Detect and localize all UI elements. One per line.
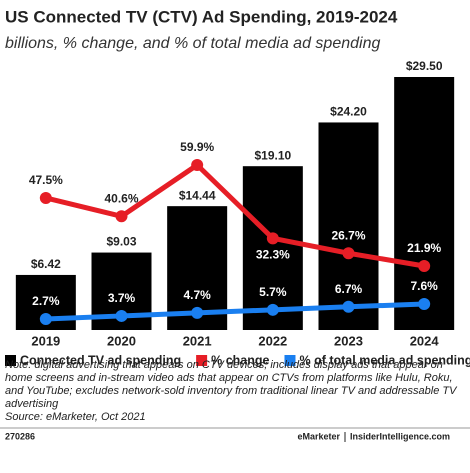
bar (242, 166, 303, 330)
point (115, 309, 128, 322)
line-value-label: 26.7% (331, 228, 365, 242)
line-value-label: 6.7% (335, 282, 363, 296)
bar-value-label: $14.44 (179, 188, 216, 202)
line-value-label: 47.5% (29, 173, 63, 187)
chart-title: US Connected TV (CTV) Ad Spending, 2019-… (5, 7, 398, 26)
x-tick-label: 2019 (31, 333, 60, 348)
bar-value-label: $29.50 (406, 59, 443, 73)
point (342, 247, 355, 260)
bar (318, 122, 379, 330)
x-tick-label: 2021 (183, 333, 212, 348)
line-value-label: 5.7% (259, 285, 287, 299)
bar-value-label: $9.03 (106, 235, 136, 249)
point (39, 191, 52, 204)
legend-label: Connected TV ad spending (20, 353, 181, 367)
point (39, 313, 52, 325)
legend-label: % change (211, 353, 269, 367)
point (191, 306, 204, 319)
legend-label: % of total media ad spending (299, 353, 470, 367)
point (191, 159, 204, 171)
bar-value-label: $24.20 (330, 105, 367, 119)
chart-id: 270286 (5, 431, 35, 441)
line-value-label: 3.7% (108, 291, 136, 305)
x-tick-label: 2022 (258, 333, 287, 348)
point (266, 303, 279, 316)
point (115, 210, 128, 223)
note: Note: digital advertising that appears o… (5, 359, 457, 410)
legend-swatch (5, 355, 16, 366)
bar-value-label: $6.42 (31, 257, 61, 271)
legend-swatch (196, 355, 208, 366)
line-value-label: 2.7% (32, 294, 60, 308)
x-tick-label: 2023 (334, 333, 363, 348)
x-tick-label: 2020 (107, 333, 136, 348)
line-value-label: 40.6% (104, 191, 138, 205)
line (45, 162, 425, 269)
line (45, 301, 425, 322)
line-value-label: 7.6% (410, 279, 438, 293)
point (418, 298, 431, 310)
notes: Note: digital advertising that appears o… (5, 359, 467, 424)
brand: eMarketer (297, 431, 340, 441)
line-value-label: 4.7% (183, 288, 211, 302)
line-value-label: 32.3% (256, 248, 290, 262)
x-tick-label: 2024 (410, 333, 440, 348)
chart-subtitle: billions, % change, and % of total media… (5, 35, 380, 52)
line-value-label: 21.9% (407, 241, 441, 255)
bar (394, 77, 455, 330)
source: Source: eMarketer, Oct 2021 (5, 411, 146, 423)
point (342, 300, 355, 313)
point (266, 232, 279, 245)
line-value-label: 59.9% (180, 140, 214, 154)
site: InsiderIntelligence.com (350, 431, 450, 441)
legend-swatch (284, 355, 296, 366)
point (418, 260, 431, 272)
bar-value-label: $19.10 (254, 148, 291, 162)
